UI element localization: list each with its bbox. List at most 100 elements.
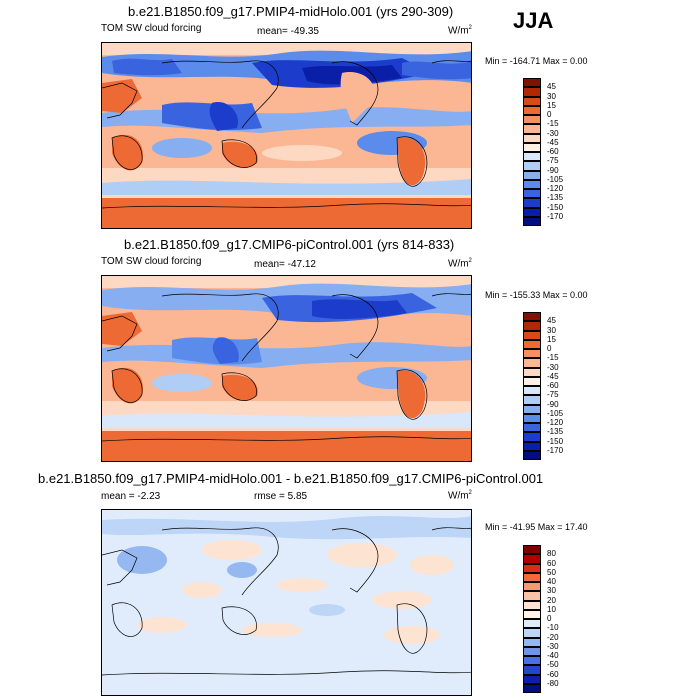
colorbar-label: -15 [547,119,559,129]
colorbar-label: -90 [547,165,559,175]
colorbar-label: 15 [547,100,556,110]
colorbar-swatch [523,637,541,647]
colorbar-label: -90 [547,399,559,409]
colorbar-swatch [523,152,541,162]
panel2-title: b.e21.B1850.f09_g17.CMIP6-piControl.001 … [124,237,455,252]
colorbar-label: 0 [547,110,552,119]
colorbar-label: 30 [547,586,556,596]
panel1-minmax: Min = -164.71 Max = 0.00 [485,56,588,66]
panel2-minmax: Min = -155.33 Max = 0.00 [485,290,588,300]
colorbar-swatch [523,554,541,564]
panel2-map [101,275,472,462]
colorbar-label: -120 [547,418,564,427]
colorbar-swatch [523,582,541,592]
colorbar-label: -150 [547,436,564,446]
colorbar-swatch [523,339,541,349]
colorbar-swatch [523,572,541,582]
colorbar-label: 0 [547,344,552,353]
colorbar-swatch [523,78,541,88]
colorbar-swatch [523,423,541,433]
panel3-title: b.e21.B1850.f09_g17.PMIP4-midHolo.001 - … [38,471,544,486]
colorbar-swatch [523,674,541,684]
colorbar-label: 20 [547,595,556,605]
colorbar-swatch [523,665,541,675]
colorbar-label: 10 [547,604,556,614]
colorbar-label: 45 [547,316,556,326]
colorbar-label: -135 [547,427,564,437]
colorbar-swatch [523,216,541,226]
colorbar-swatch [523,96,541,106]
colorbar-label: -135 [547,193,564,203]
colorbar-swatch [523,189,541,199]
colorbar-swatch [523,198,541,208]
colorbar-swatch [523,563,541,573]
colorbar-swatch [523,376,541,386]
panel3-map [101,509,472,696]
panel3-mean: mean = -2.23 [101,491,161,502]
colorbar-swatch [523,367,541,377]
panel2-colorbar: 45 30 15 0 -15 -30 -45 -60 -75 -90 -105 -120 -135 -15… [523,312,593,460]
colorbar-swatch [523,600,541,610]
panel1-map [101,42,472,229]
colorbar-label: -75 [547,390,559,400]
colorbar-swatch [523,441,541,451]
colorbar-label: -45 [547,137,559,147]
colorbar-label: -75 [547,156,559,166]
colorbar-label: -105 [547,408,564,418]
colorbar-swatch [523,349,541,359]
panel3-units: W/m2 [448,490,472,502]
colorbar-swatch [523,142,541,152]
colorbar-swatch [523,358,541,368]
panel1-colorbar: 45 30 15 0 -15 -30 -45 -60 -75 -90 -105 -120 -135 -15… [523,78,593,226]
colorbar-label: 15 [547,334,556,344]
colorbar-label: 80 [547,549,556,559]
colorbar-label: -170 [547,445,564,455]
colorbar-swatch [523,124,541,134]
season-label: JJA [513,8,554,33]
colorbar-swatch [523,207,541,217]
colorbar-label: -40 [547,651,559,660]
colorbar-label: -30 [547,362,559,372]
colorbar-swatch [523,133,541,143]
panel1-variable-label: TOM SW cloud forcing [101,23,202,34]
colorbar-swatch [523,105,541,115]
colorbar-swatch [523,115,541,125]
colorbar-swatch [523,591,541,601]
panel3-minmax: Min = -41.95 Max = 17.40 [485,522,588,532]
colorbar-swatch [523,683,541,693]
colorbar-swatch [523,413,541,423]
colorbar-label: -15 [547,353,559,363]
colorbar-swatch [523,628,541,638]
colorbar-label: 40 [547,577,556,586]
colorbar-swatch [523,609,541,619]
colorbar-label: -80 [547,678,559,688]
colorbar-label: 50 [547,567,556,577]
panel1-title: b.e21.B1850.f09_g17.PMIP4-midHolo.001 (y… [128,4,454,19]
colorbar-swatch [523,321,541,331]
colorbar-swatch [523,170,541,180]
panel2-units: W/m2 [448,258,472,270]
colorbar-label: -60 [547,147,559,156]
colorbar-label: 60 [547,558,556,568]
colorbar-swatch [523,404,541,414]
colorbar-label: -10 [547,623,559,633]
colorbar-swatch [523,386,541,396]
panel1-mean: mean= -49.35 [257,26,319,37]
colorbar-swatch [523,87,541,97]
colorbar-label: -30 [547,641,559,651]
colorbar-swatch [523,395,541,405]
colorbar-swatch [523,432,541,442]
panel2-variable-label: TOM SW cloud forcing [101,256,202,267]
panel3-rmse: rmse = 5.85 [254,491,308,502]
colorbar-label: -105 [547,174,564,184]
colorbar-label: 45 [547,82,556,92]
panel1-units: W/m2 [448,25,472,37]
colorbar-label: -50 [547,660,559,670]
colorbar-label: -30 [547,128,559,138]
colorbar-label: 0 [547,614,552,623]
colorbar-label: -120 [547,184,564,193]
panel2-mean: mean= -47.12 [254,259,316,270]
colorbar-swatch [523,656,541,666]
colorbar-swatch [523,179,541,189]
colorbar-label: -170 [547,211,564,221]
